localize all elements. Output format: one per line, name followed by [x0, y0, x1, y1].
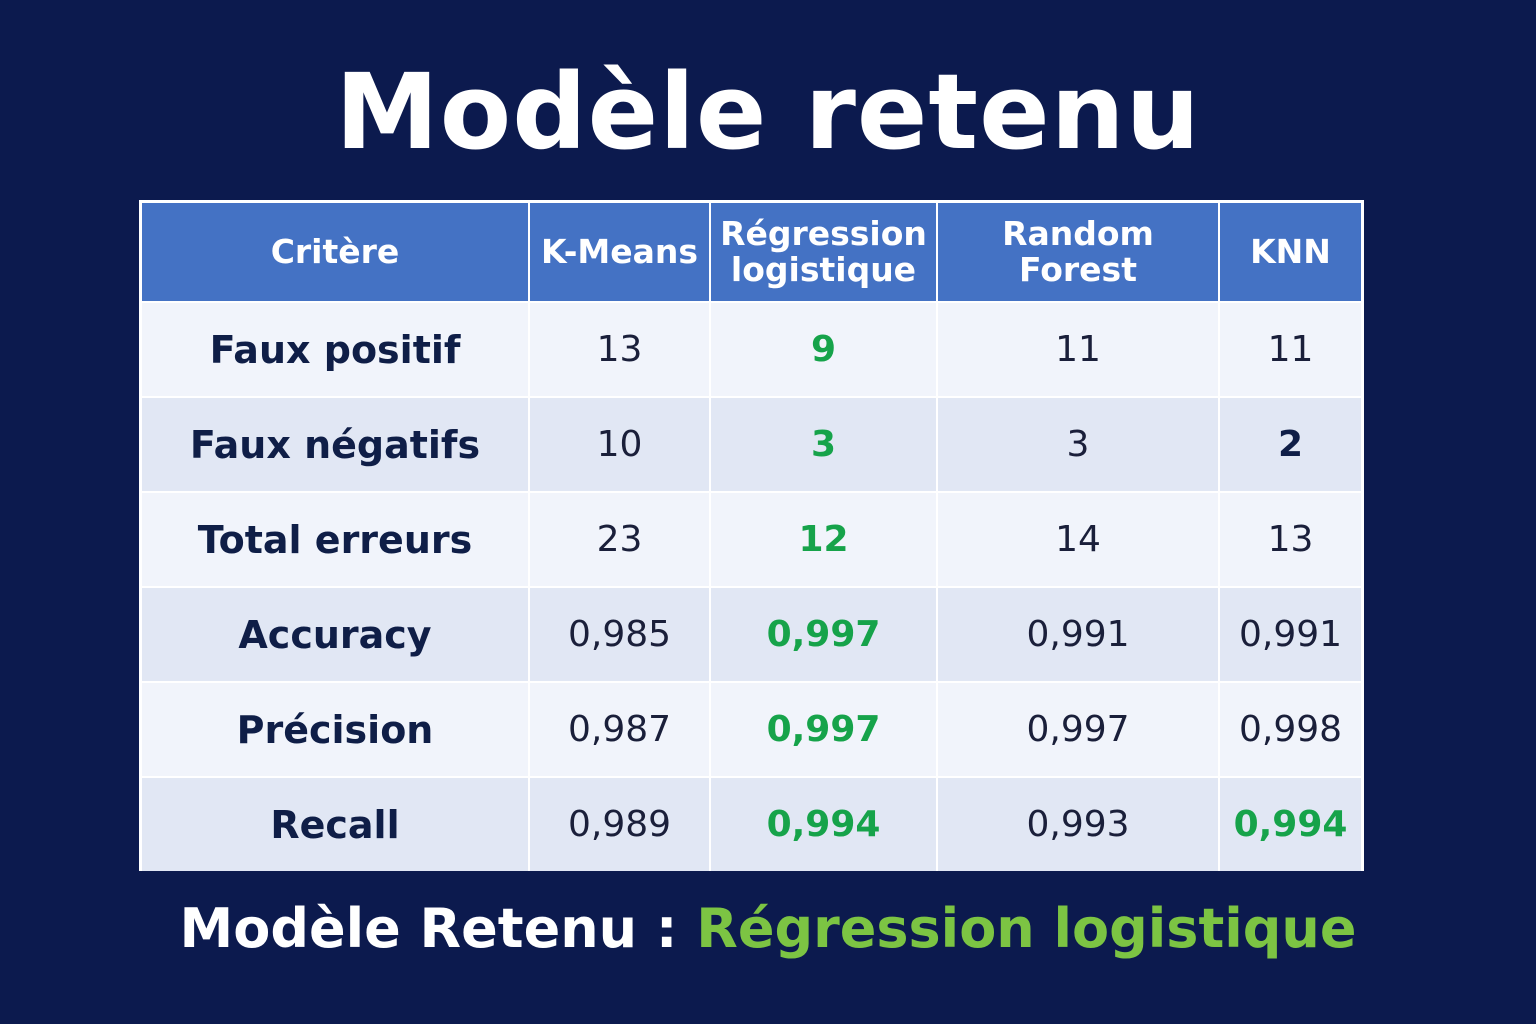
- header-random-forest: Random Forest: [937, 203, 1220, 302]
- table-header-row: Critère K-Means Régression logistique Ra…: [142, 203, 1361, 302]
- row-label: Faux positif: [142, 301, 530, 397]
- cell-random-forest: 3: [937, 396, 1220, 492]
- cell-logistic-regression: 9: [710, 301, 938, 397]
- cell-random-forest: 0,993: [937, 776, 1220, 871]
- cell-knn: 11: [1219, 301, 1361, 397]
- table-row-false-positive: Faux positif 13 9 11 11: [142, 301, 1361, 397]
- table-row-precision: Précision 0,987 0,997 0,997 0,998: [142, 681, 1361, 777]
- comparison-table: Critère K-Means Régression logistique Ra…: [142, 203, 1361, 871]
- table-row-total-errors: Total erreurs 23 12 14 13: [142, 491, 1361, 587]
- cell-logistic-regression: 0,994: [710, 776, 938, 871]
- cell-logistic-regression: 12: [710, 491, 938, 587]
- page-title: Modèle retenu: [335, 51, 1201, 173]
- cell-knn: 0,994: [1219, 776, 1361, 871]
- row-label: Recall: [142, 776, 530, 871]
- cell-random-forest: 0,991: [937, 586, 1220, 682]
- comparison-table-container: Critère K-Means Régression logistique Ra…: [139, 200, 1364, 871]
- header-logistic-regression: Régression logistique: [710, 203, 938, 302]
- row-label: Faux négatifs: [142, 396, 530, 492]
- cell-kmeans: 0,987: [529, 681, 711, 777]
- cell-kmeans: 13: [529, 301, 711, 397]
- cell-logistic-regression: 0,997: [710, 681, 938, 777]
- cell-knn: 13: [1219, 491, 1361, 587]
- cell-knn: 0,991: [1219, 586, 1361, 682]
- row-label: Total erreurs: [142, 491, 530, 587]
- table-row-false-negatives: Faux négatifs 10 3 3 2: [142, 396, 1361, 492]
- cell-kmeans: 10: [529, 396, 711, 492]
- cell-knn: 0,998: [1219, 681, 1361, 777]
- table-row-recall: Recall 0,989 0,994 0,993 0,994: [142, 776, 1361, 871]
- cell-random-forest: 0,997: [937, 681, 1220, 777]
- cell-random-forest: 14: [937, 491, 1220, 587]
- header-criterion: Critère: [142, 203, 530, 302]
- row-label: Accuracy: [142, 586, 530, 682]
- cell-kmeans: 0,985: [529, 586, 711, 682]
- header-kmeans: K-Means: [529, 203, 711, 302]
- cell-random-forest: 11: [937, 301, 1220, 397]
- selected-model-summary: Modèle Retenu : Régression logistique: [0, 892, 1536, 966]
- cell-logistic-regression: 0,997: [710, 586, 938, 682]
- cell-kmeans: 23: [529, 491, 711, 587]
- cell-kmeans: 0,989: [529, 776, 711, 871]
- selected-model-prefix: Modèle Retenu :: [179, 897, 697, 960]
- cell-knn: 2: [1219, 396, 1361, 492]
- cell-logistic-regression: 3: [710, 396, 938, 492]
- row-label: Précision: [142, 681, 530, 777]
- selected-model-name: Régression logistique: [696, 897, 1357, 960]
- header-knn: KNN: [1219, 203, 1361, 302]
- table-row-accuracy: Accuracy 0,985 0,997 0,991 0,991: [142, 586, 1361, 682]
